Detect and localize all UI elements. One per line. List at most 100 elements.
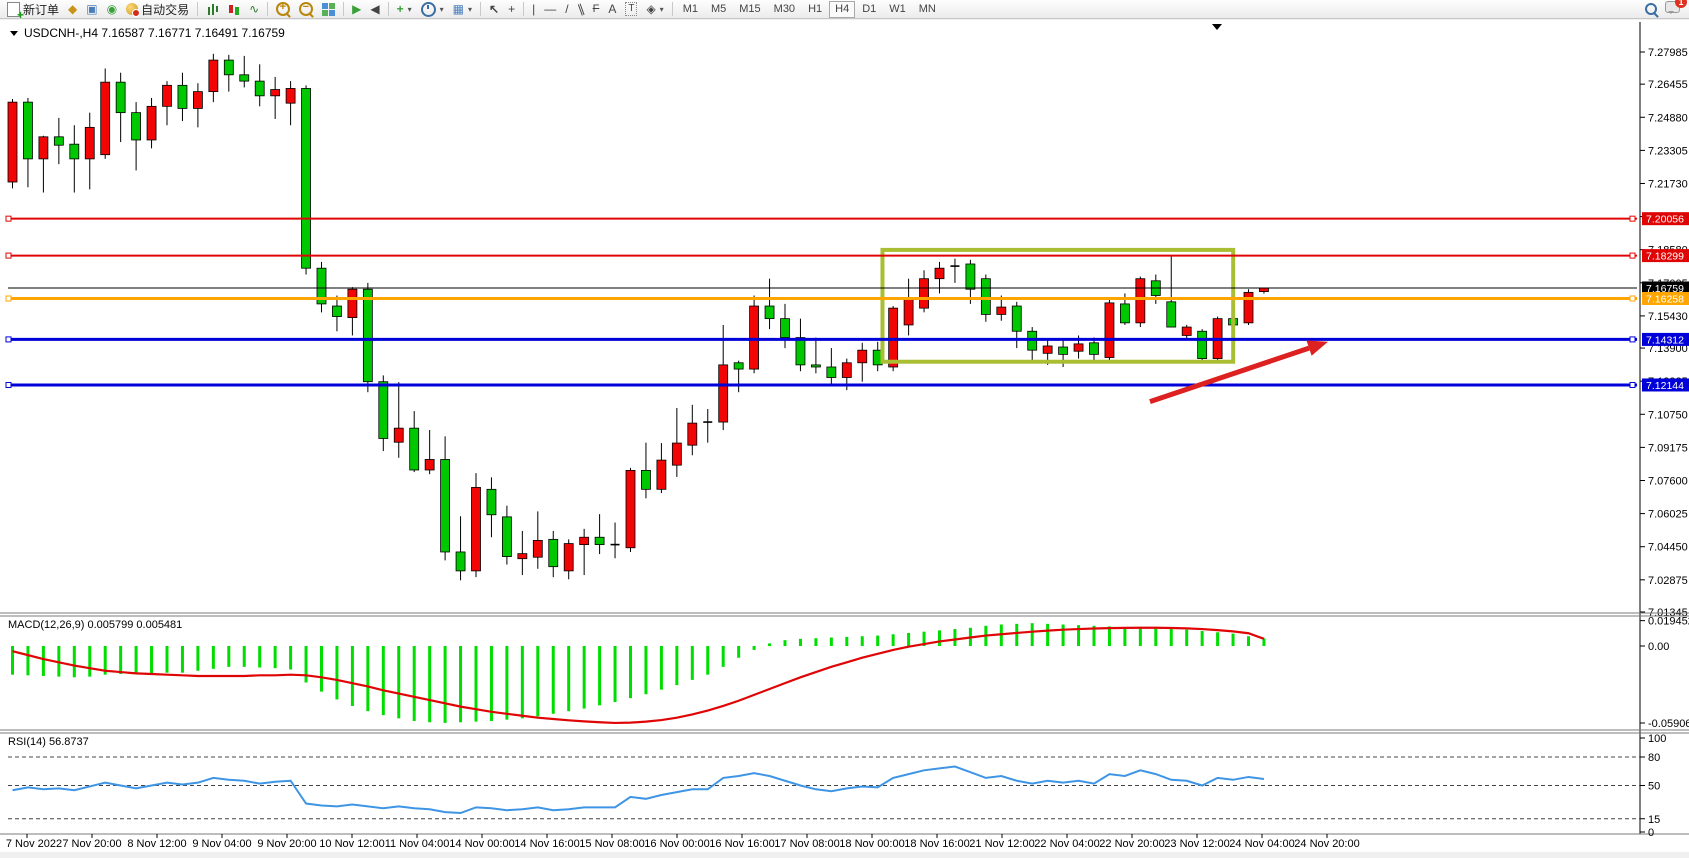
chart-shift-marker[interactable] <box>1212 24 1222 30</box>
timeframe-button-m30[interactable]: M30 <box>768 1 801 18</box>
timeframe-button-h1[interactable]: H1 <box>802 1 828 18</box>
chart-shift-button[interactable]: ◀ <box>366 1 383 18</box>
templates-button[interactable]: ▦ ▾ <box>449 1 476 18</box>
fibonacci-button[interactable]: F <box>589 1 604 18</box>
line-endpoint-marker[interactable] <box>1629 336 1636 343</box>
toolbar-separator <box>387 2 389 16</box>
trendline-button[interactable]: / <box>561 1 572 18</box>
candlestick <box>671 442 682 466</box>
timeframe-button-h4[interactable]: H4 <box>829 0 856 18</box>
indicators-button[interactable]: + ▾ <box>393 1 416 18</box>
channel-button[interactable]: ∥ <box>574 1 588 18</box>
community-chat-button[interactable]: 1 <box>1665 0 1687 18</box>
crosshair-button[interactable]: + <box>504 1 519 18</box>
macd-histogram-bar <box>459 646 463 723</box>
zoom-out-button[interactable] <box>295 1 317 18</box>
line-endpoint-marker[interactable] <box>5 215 12 222</box>
toolbar-right-group: 1 <box>1645 0 1687 18</box>
tile-windows-button[interactable] <box>318 1 339 18</box>
notification-badge: 1 <box>1675 0 1687 8</box>
macd-histogram-bar <box>520 646 524 719</box>
timeframe-button-m1[interactable]: M1 <box>677 1 704 18</box>
candlestick <box>996 306 1007 315</box>
line-endpoint-marker[interactable] <box>1629 215 1636 222</box>
styler-button[interactable]: ◆ <box>64 1 81 18</box>
arrow-object-head[interactable] <box>1306 340 1328 356</box>
shapes-button[interactable]: ◈ ▾ <box>642 1 667 18</box>
search-icon[interactable] <box>1645 3 1657 15</box>
price-label-text: 7.16258 <box>1646 294 1684 306</box>
macd-histogram-bar <box>489 646 493 721</box>
time-axis-label: 8 Nov 12:00 <box>127 838 186 850</box>
timeframe-button-d1[interactable]: D1 <box>856 1 882 18</box>
macd-histogram-bar <box>320 646 323 692</box>
line-endpoint-marker[interactable] <box>5 295 12 302</box>
candlestick <box>780 318 790 338</box>
candlestick <box>718 364 729 423</box>
candlestick <box>1042 345 1053 354</box>
chart-window[interactable]: 7.279857.264557.248807.233057.217307.201… <box>0 20 1689 858</box>
line-endpoint-marker[interactable] <box>1629 295 1636 302</box>
candlestick <box>1011 305 1022 332</box>
candlestick <box>177 84 188 109</box>
timeframe-button-w1[interactable]: W1 <box>883 1 912 18</box>
auto-trading-button[interactable]: 自动交易 <box>122 1 193 18</box>
timeframe-button-mn[interactable]: MN <box>913 1 942 18</box>
candlestick-chart-button[interactable] <box>224 1 244 18</box>
price-label-box <box>1642 281 1689 295</box>
candlestick <box>857 349 868 364</box>
candlestick <box>594 536 605 546</box>
line-endpoint-marker[interactable] <box>1629 252 1636 259</box>
auto-scroll-button[interactable]: ▶ <box>348 1 365 18</box>
macd-histogram-bar <box>783 640 787 646</box>
price-label-box <box>1642 249 1689 263</box>
macd-histogram-bar <box>273 646 277 669</box>
time-axis-label: 10 Nov 12:00 <box>319 838 384 850</box>
candlestick <box>1089 342 1099 355</box>
text-button[interactable]: A <box>604 1 620 18</box>
macd-histogram-bar <box>752 646 756 650</box>
macd-histogram-bar <box>412 646 416 721</box>
line-endpoint-marker[interactable] <box>5 336 12 343</box>
bar-chart-button[interactable] <box>202 1 223 18</box>
rectangle-object[interactable] <box>880 247 1236 364</box>
timeframe-button-m5[interactable]: M5 <box>705 1 732 18</box>
candlestick <box>641 470 651 490</box>
candlestick <box>1135 278 1146 324</box>
line-endpoint-marker[interactable] <box>5 252 12 259</box>
price-label-text: 7.18299 <box>1646 251 1684 263</box>
candlestick <box>223 59 234 76</box>
candlestick <box>579 536 590 546</box>
timeframe-button-m15[interactable]: M15 <box>733 1 766 18</box>
signals-button[interactable]: ◉ <box>103 1 121 18</box>
price-label-text: 7.16759 <box>1646 283 1684 295</box>
macd-histogram-bar <box>381 646 385 716</box>
line-endpoint-marker[interactable] <box>1629 381 1636 388</box>
rsi-tick-label: 100 <box>1648 733 1666 745</box>
candlestick <box>795 337 806 366</box>
candlestick <box>548 538 559 568</box>
arrow-object-line[interactable] <box>1149 345 1310 405</box>
macd-histogram-bar <box>829 637 833 646</box>
horn-icon: ◆ <box>68 2 78 16</box>
macd-histogram-bar <box>134 646 138 675</box>
horizontal-line-button[interactable]: — <box>540 1 560 18</box>
candlestick <box>455 551 466 572</box>
time-axis-label: 17 Nov 08:00 <box>774 838 839 850</box>
candlestick <box>1181 326 1192 336</box>
price-tick-label: 7.21730 <box>1648 178 1688 190</box>
line-endpoint-marker[interactable] <box>5 381 12 388</box>
line-chart-button[interactable]: ∿ <box>245 1 263 18</box>
vertical-line-button[interactable]: | <box>528 1 539 18</box>
market-watch-button[interactable]: ▣ <box>82 1 101 18</box>
macd-histogram-bar <box>598 646 602 706</box>
new-order-button[interactable]: 新订单 <box>3 1 63 22</box>
zoom-in-button[interactable] <box>272 1 294 18</box>
label-button[interactable]: T <box>621 1 641 18</box>
macd-histogram-bar <box>1123 627 1127 646</box>
periods-button[interactable]: ▾ <box>417 1 448 18</box>
chart-canvas[interactable]: 7.279857.264557.248807.233057.217307.201… <box>0 20 1689 858</box>
macd-histogram-bar <box>690 646 694 680</box>
cursor-button[interactable]: ↖ <box>485 1 503 18</box>
toolbar: 新订单◆▣◉自动交易∿▶◀+▾▾▦▾↖+|—/∥FAT◈▾M1M5M15M30H… <box>0 0 1689 22</box>
